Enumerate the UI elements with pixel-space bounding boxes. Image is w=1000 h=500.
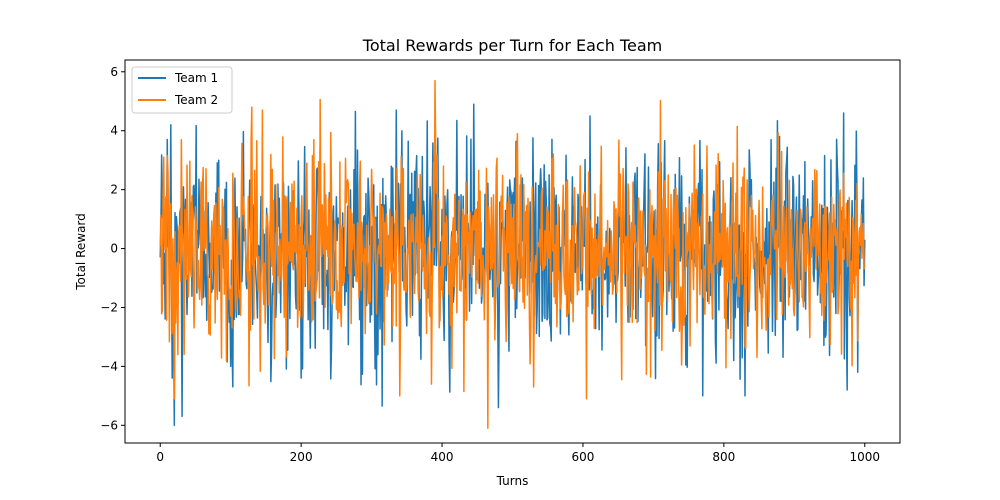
y-tick-label: 0 bbox=[110, 242, 118, 256]
y-axis-label: Total Reward bbox=[74, 213, 88, 291]
y-tick-label: 2 bbox=[110, 183, 118, 197]
y-tick-label: 4 bbox=[110, 124, 118, 138]
ticks-layer: 0 200 400 600 800 1000 −6 −4 −2 0 2 4 6 bbox=[100, 65, 880, 464]
legend: Team 1 Team 2 bbox=[131, 66, 233, 114]
x-tick-label: 800 bbox=[712, 450, 735, 464]
x-tick-label: 200 bbox=[290, 450, 313, 464]
y-tick-label: −6 bbox=[100, 418, 118, 432]
series-line-2 bbox=[159, 79, 866, 430]
x-tick-label: 400 bbox=[431, 450, 454, 464]
x-tick-label: 0 bbox=[156, 450, 164, 464]
y-tick-label: −2 bbox=[100, 300, 118, 314]
legend-label-2: Team 2 bbox=[174, 93, 218, 107]
chart-title: Total Rewards per Turn for Each Team bbox=[362, 36, 662, 55]
x-axis-label: Turns bbox=[496, 474, 529, 488]
legend-label-1: Team 1 bbox=[174, 71, 218, 85]
series-layer bbox=[159, 79, 866, 430]
y-tick-label: 6 bbox=[110, 65, 118, 79]
x-tick-label: 1000 bbox=[849, 450, 880, 464]
x-tick-label: 600 bbox=[572, 450, 595, 464]
axes-frame bbox=[124, 59, 901, 444]
y-tick-label: −4 bbox=[100, 359, 118, 373]
